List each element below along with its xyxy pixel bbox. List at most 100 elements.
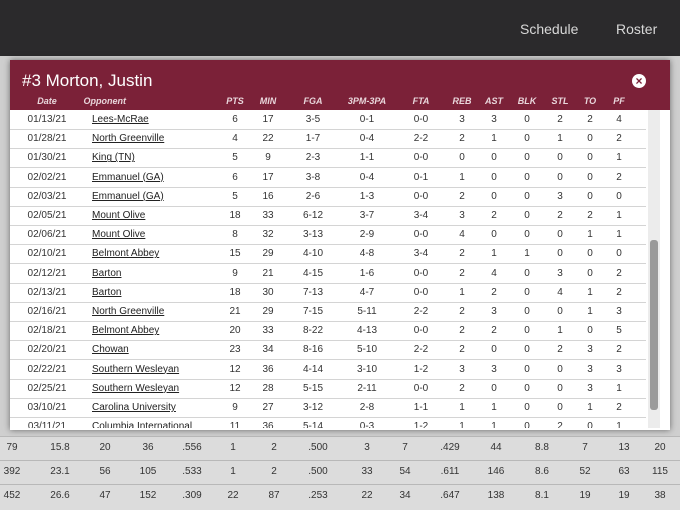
table-cell: 0 [491, 344, 497, 356]
table-row: 02/25/21 Southern Wesleyan 12 28 5-15 2-11 0-0… [10, 379, 646, 399]
opponent-link[interactable]: Emmanuel (GA) [92, 171, 164, 183]
background-cell: 1 [230, 442, 236, 453]
opponent-link[interactable]: Columbia International [92, 421, 193, 428]
table-cell: 3 [491, 363, 497, 375]
table-cell: 2-9 [359, 229, 375, 241]
table-cell: 22 [262, 133, 274, 145]
background-cell: 115 [652, 466, 668, 477]
table-cell: 0 [524, 229, 530, 241]
table-cell: 1 [524, 248, 530, 260]
table-cell: 0 [557, 248, 563, 260]
table-row: 03/11/21 Columbia International 11 36 5-14 0-… [10, 417, 646, 428]
opponent-link[interactable]: Barton [92, 286, 122, 298]
table-cell: 4-15 [302, 267, 324, 279]
table-cell: 2 [459, 382, 465, 394]
table-cell: 0 [524, 286, 530, 298]
opponent-link[interactable]: Belmont Abbey [92, 325, 160, 337]
table-cell: 3-12 [302, 402, 324, 413]
opponent-link[interactable]: King (TN) [92, 152, 135, 164]
table-cell: 2 [616, 344, 622, 356]
table-cell: 1 [491, 421, 497, 428]
nav-link[interactable]: Roster [616, 21, 658, 37]
opponent-link[interactable]: Chowan [92, 344, 129, 356]
table-cell: 2 [491, 286, 497, 298]
background-cell: 392 [3, 466, 21, 477]
opponent-link[interactable]: North Greenville [92, 306, 165, 317]
background-cell: 44 [490, 442, 502, 453]
table-cell: 17 [262, 114, 274, 125]
background-cell: 146 [487, 466, 505, 477]
table-cell: 32 [262, 229, 274, 241]
background-cell: 26.6 [50, 490, 70, 501]
opponent-link[interactable]: Barton [92, 267, 122, 279]
table-cell: 1-1 [359, 152, 375, 164]
table-cell: 02/06/21 [27, 229, 67, 241]
table-cell: 1 [587, 306, 593, 317]
table-cell: 0 [524, 421, 530, 428]
table-cell: 29 [262, 248, 274, 260]
table-cell: 21 [229, 306, 241, 317]
table-row: 02/05/21 Mount Olive 18 33 6-12 3-7 3-4 3 2 0 2 2 1 [10, 206, 646, 226]
table-row: 02/10/21 Belmont Abbey 15 29 4-10 4-8 3-4 2 1 1 0 0… [10, 244, 646, 265]
nav-link[interactable]: Schedule [520, 21, 579, 37]
opponent-link[interactable]: Southern Wesleyan [92, 363, 180, 375]
table-cell: 9 [232, 402, 238, 413]
table-cell: 4-13 [356, 325, 378, 337]
table-cell: 4 [491, 267, 497, 279]
table-cell: 2-2 [413, 344, 429, 356]
background-cell: .309 [182, 490, 202, 501]
background-row: 392 23.1 56 105 .533 1 2 .500 33 54 .611 146 8.6 52 63… [0, 460, 680, 484]
table-cell: 02/02/21 [27, 171, 67, 183]
table-cell: 2-8 [359, 402, 375, 413]
background-row: 452 26.6 47 152 .309 22 87 .253 22 34 .647 138 8.1 19… [0, 484, 680, 508]
column-header: Opponent [83, 96, 127, 106]
background-cell: 36 [142, 442, 154, 453]
opponent-link[interactable]: North Greenville [92, 133, 165, 145]
table-cell: 0 [491, 382, 497, 394]
table-cell: 3-5 [305, 114, 321, 125]
table-cell: 2 [459, 325, 465, 337]
table-cell: 8-22 [302, 325, 324, 337]
close-button[interactable]: × [632, 74, 646, 88]
table-cell: 1-6 [359, 267, 375, 279]
table-cell: 2 [459, 190, 465, 202]
scrollbar[interactable] [648, 110, 660, 428]
background-cell: 105 [139, 466, 157, 477]
table-cell: 2 [616, 133, 622, 145]
table-cell: 3 [557, 190, 563, 202]
table-cell: 33 [262, 210, 274, 221]
table-cell: 17 [262, 171, 274, 183]
table-cell: 8 [232, 229, 238, 241]
column-header: MIN [259, 96, 277, 106]
table-row: 01/28/21 North Greenville 4 22 1-7 0-4 2-2 2 1 0 1… [10, 129, 646, 150]
table-cell: 23 [229, 344, 241, 356]
background-cell: 52 [579, 466, 591, 477]
opponent-link[interactable]: Lees-McRae [92, 114, 149, 125]
background-cell: 13 [618, 442, 630, 453]
background-cell: 2 [271, 466, 277, 477]
table-cell: 5-15 [302, 382, 324, 394]
column-header: AST [485, 96, 503, 106]
opponent-link[interactable]: Southern Wesleyan [92, 382, 180, 394]
background-cell: 19 [579, 490, 591, 501]
opponent-link[interactable]: Belmont Abbey [92, 248, 160, 260]
background-cell: .500 [308, 442, 328, 453]
opponent-link[interactable]: Mount Olive [92, 210, 146, 221]
table-cell: 0-4 [359, 171, 375, 183]
column-header: REB [452, 96, 472, 106]
background-cell: 8.6 [535, 466, 549, 477]
scroll-thumb[interactable] [650, 240, 658, 410]
background-cell: .253 [308, 490, 328, 501]
table-cell: 3 [587, 344, 593, 356]
opponent-link[interactable]: Carolina University [92, 402, 176, 413]
opponent-link[interactable]: Mount Olive [92, 229, 146, 241]
background-cell: 152 [139, 490, 157, 501]
table-row: 03/10/21 Carolina University 9 27 3-12 2-8 1-1… [10, 398, 646, 418]
table-cell: 6 [232, 171, 238, 183]
table-cell: 1 [616, 229, 622, 241]
table-cell: 11 [229, 421, 241, 428]
table-cell: 0 [524, 402, 530, 413]
table-cell: 1 [616, 152, 622, 164]
table-cell: 0 [557, 152, 563, 164]
opponent-link[interactable]: Emmanuel (GA) [92, 190, 164, 202]
